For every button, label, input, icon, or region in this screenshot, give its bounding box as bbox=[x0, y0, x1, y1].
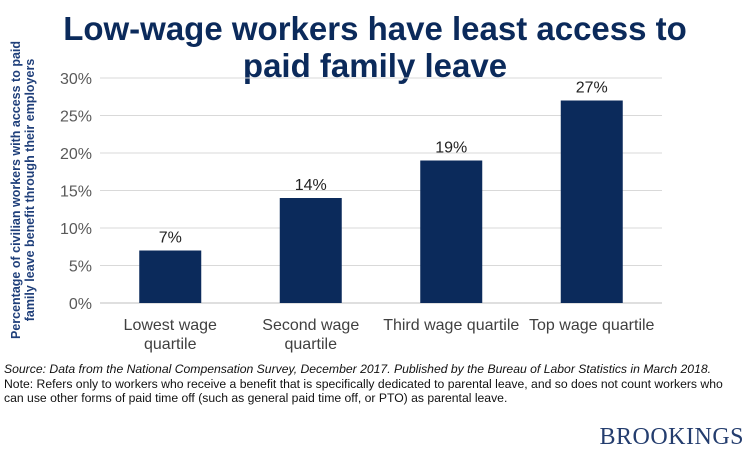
y-tick-label: 20% bbox=[60, 146, 92, 163]
bar-chart: 0% 5% 10% 15% 20% 25% 30% 7% 14% 19% 27% Lowest w… bbox=[60, 71, 662, 353]
y-tick-label: 5% bbox=[69, 259, 92, 276]
x-axis-categories: Lowest wage quartile Second wage quartile Th… bbox=[124, 317, 655, 353]
chart-title: Low-wage workers have least access to pa… bbox=[0, 10, 750, 84]
chart-title-line-1: Low-wage workers have least access to bbox=[63, 10, 687, 47]
brookings-logo: BROOKINGS bbox=[599, 424, 744, 450]
x-category-label: Second wage bbox=[262, 317, 359, 334]
footnotes: Source: Data from the National Compensat… bbox=[4, 362, 744, 406]
bars bbox=[139, 100, 623, 303]
bar bbox=[279, 198, 342, 303]
note-text: Note: Refers only to workers who receive… bbox=[4, 376, 723, 406]
x-category-label: Top wage quartile bbox=[529, 317, 655, 334]
data-labels: 7% 14% 19% 27% bbox=[159, 80, 608, 247]
x-category-label: Lowest wage bbox=[124, 317, 217, 334]
x-category-label: Third wage quartile bbox=[383, 317, 519, 334]
y-tick-label: 10% bbox=[60, 221, 92, 238]
bar bbox=[560, 100, 623, 303]
y-tick-label: 25% bbox=[60, 109, 92, 126]
x-category-label: quartile bbox=[144, 336, 197, 353]
data-label: 7% bbox=[159, 230, 182, 247]
y-tick-label: 0% bbox=[69, 296, 92, 313]
data-label: 19% bbox=[435, 140, 467, 157]
data-label: 27% bbox=[576, 80, 608, 97]
data-label: 14% bbox=[295, 177, 327, 194]
y-tick-label: 30% bbox=[60, 71, 92, 88]
bar bbox=[139, 250, 202, 303]
x-category-label: quartile bbox=[285, 336, 338, 353]
y-tick-label: 15% bbox=[60, 184, 92, 201]
source-note: Source: Data from the National Compensat… bbox=[4, 362, 712, 376]
y-axis-ticks: 0% 5% 10% 15% 20% 25% 30% bbox=[60, 71, 92, 313]
bar bbox=[420, 160, 483, 303]
